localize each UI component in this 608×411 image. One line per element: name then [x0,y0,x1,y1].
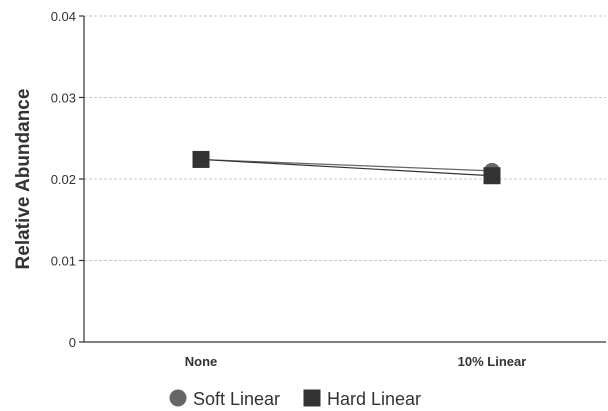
series-line [200,158,493,172]
x-tick-label: 10% Linear [458,354,527,369]
y-tick-label: 0.01 [51,254,76,269]
legend-circle-icon [169,389,187,407]
series-line [200,158,493,177]
legend-item[interactable]: Soft Linear [169,389,281,409]
series-group [192,150,501,185]
data-point-square [192,150,210,168]
legend-item[interactable]: Hard Linear [303,389,422,409]
gridlines [84,15,606,261]
y-tick-label: 0.02 [51,172,76,187]
legend-label: Hard Linear [327,389,421,409]
x-tick-label: None [185,354,218,369]
data-point-square [483,167,501,185]
y-tick-labels: 0 0.01 0.02 0.03 0.04 [51,9,84,350]
series-soft-linear [193,151,500,179]
y-tick-label: 0 [69,335,76,350]
legend-square-icon [303,389,321,407]
x-tick-labels: None 10% Linear [185,354,527,369]
legend-label: Soft Linear [193,389,280,409]
series-hard-linear [192,150,501,185]
y-tick-label: 0.03 [51,91,76,106]
y-tick-label: 0.04 [51,9,76,24]
legend[interactable]: Soft Linear Hard Linear [169,389,422,409]
y-axis-title: Relative Abundance [13,89,34,270]
